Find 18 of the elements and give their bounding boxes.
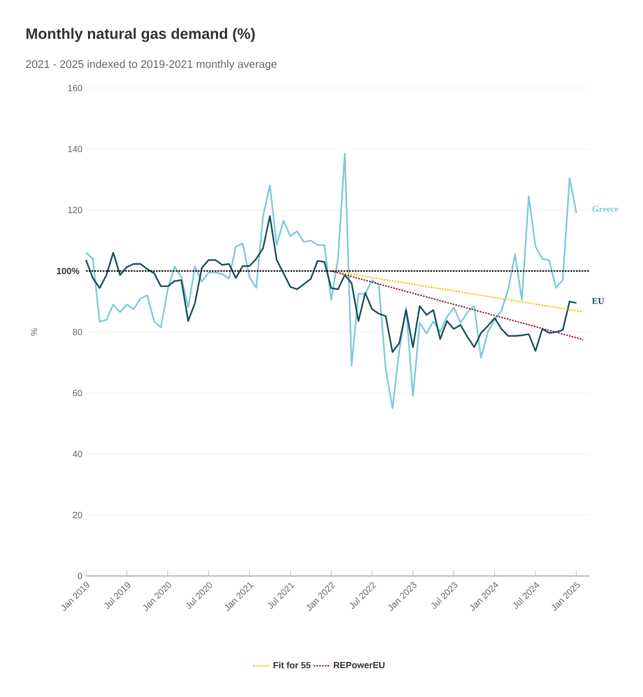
series-label: EU xyxy=(592,298,604,304)
y-tick-label: 120 xyxy=(68,206,82,214)
y-tick-label: 80 xyxy=(72,328,82,336)
y-tick-label: 20 xyxy=(72,512,82,518)
y-axis-title: % xyxy=(30,328,38,336)
ref-line-label: 100% xyxy=(57,268,80,274)
legend-label: Fit for 55 xyxy=(274,662,311,668)
y-tick-label: 160 xyxy=(68,84,82,92)
legend-label: REPowerEU xyxy=(334,662,385,668)
y-tick-label: 60 xyxy=(72,390,82,396)
y-tick-label: 40 xyxy=(72,450,82,458)
chart-subtitle: 2021 - 2025 indexed to 2019-2021 monthly average xyxy=(26,60,277,70)
y-tick-label: 0 xyxy=(78,572,82,580)
y-tick-label: 140 xyxy=(68,146,82,152)
chart-title: Monthly natural gas demand (%) xyxy=(26,28,255,42)
line-series xyxy=(85,152,578,410)
series-label: Greece xyxy=(592,206,618,212)
line-series xyxy=(85,215,578,353)
